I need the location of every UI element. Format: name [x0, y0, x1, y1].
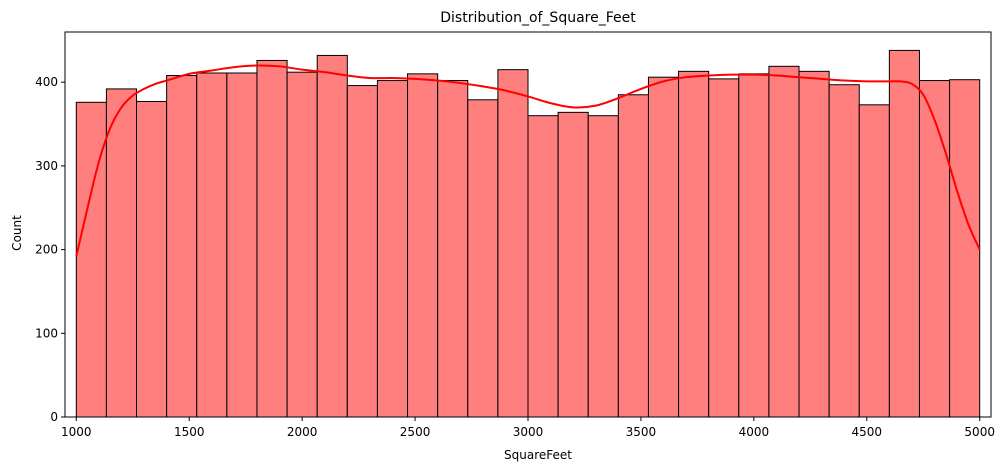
histogram-bar: [678, 70, 710, 418]
histogram-bar: [136, 100, 168, 418]
x-tick-label: 3500: [626, 425, 657, 439]
histogram-bar: [316, 54, 348, 418]
histogram-bar: [256, 59, 288, 418]
histogram-bar: [497, 69, 529, 418]
histogram-bar: [587, 115, 619, 418]
x-tick-label: 1000: [61, 425, 92, 439]
y-tick-label: 0: [50, 410, 58, 424]
histogram-bar: [346, 85, 378, 418]
histogram-bar: [376, 80, 409, 418]
kde-curve: [75, 64, 981, 257]
x-axis-ticks: 1000 1500 2000 2500 3000 3500 4000 4500 5000: [61, 417, 995, 439]
histogram-bar: [918, 80, 951, 418]
chart-title: Distribution_of_Square_Feet: [440, 10, 636, 26]
x-tick-label: 4000: [739, 425, 770, 439]
x-axis-label: SquareFeet: [504, 448, 572, 462]
histogram-bar: [557, 111, 589, 418]
histogram-bar: [858, 104, 890, 418]
histogram-bar: [647, 76, 680, 418]
x-tick-label: 4500: [852, 425, 883, 439]
histogram-bar: [226, 72, 258, 418]
y-axis-ticks: 0 100 200 300 400: [35, 75, 65, 424]
histogram-bar: [949, 79, 981, 418]
histogram-bar: [166, 75, 198, 418]
histogram-bar: [196, 72, 228, 418]
histogram-bar: [828, 84, 860, 418]
histogram-bars: [75, 49, 981, 418]
x-tick-label: 2000: [287, 425, 318, 439]
y-tick-label: 300: [35, 159, 58, 173]
histogram-bar: [527, 115, 559, 418]
histogram-bar: [407, 73, 439, 418]
x-tick-label: 5000: [964, 425, 995, 439]
y-tick-label: 100: [35, 326, 58, 340]
histogram-bar: [798, 70, 830, 418]
x-tick-label: 2500: [400, 425, 431, 439]
x-tick-label: 3000: [513, 425, 544, 439]
y-axis-label: Count: [10, 215, 24, 251]
x-tick-label: 1500: [174, 425, 205, 439]
histogram-bar: [888, 49, 920, 418]
histogram-bar: [738, 73, 770, 418]
histogram-bar: [768, 65, 800, 418]
y-tick-label: 200: [35, 243, 58, 257]
histogram-bar: [617, 94, 649, 418]
histogram-bar: [286, 71, 318, 418]
histogram-bar: [467, 99, 499, 418]
y-tick-label: 400: [35, 75, 58, 89]
histogram-bar: [437, 80, 469, 418]
histogram-bar: [105, 88, 138, 418]
histogram-bar: [708, 78, 740, 418]
